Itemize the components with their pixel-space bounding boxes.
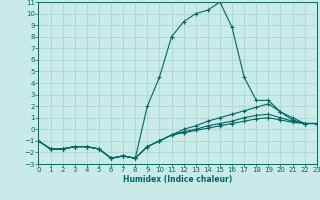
X-axis label: Humidex (Indice chaleur): Humidex (Indice chaleur) (123, 175, 232, 184)
